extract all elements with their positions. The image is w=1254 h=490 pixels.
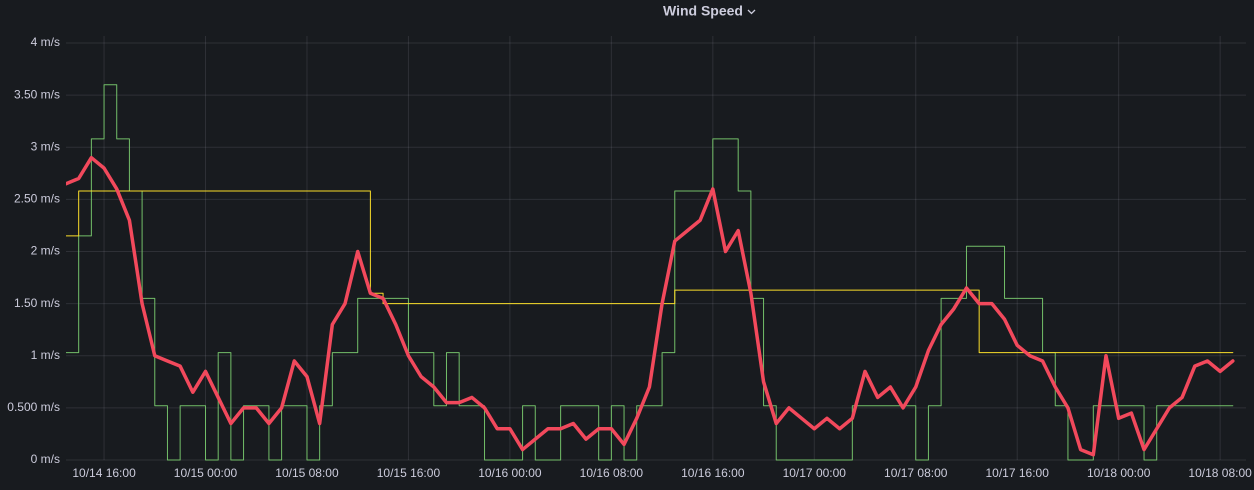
x-tick-label: 10/16 00:00	[478, 466, 542, 480]
y-tick-label: 3.50 m/s	[14, 87, 60, 101]
series-line	[66, 155, 1235, 457]
y-tick-label: 2.50 m/s	[14, 192, 60, 206]
x-tick-label: 10/15 08:00	[275, 466, 339, 480]
y-tick-label: 0.500 m/s	[7, 400, 60, 414]
x-tick-label: 10/18 00:00	[1087, 466, 1151, 480]
series-layer	[66, 84, 1235, 461]
y-tick-label: 4 m/s	[31, 35, 60, 49]
y-tick-label: 1.50 m/s	[14, 296, 60, 310]
x-tick-label: 10/14 16:00	[72, 466, 136, 480]
series-line	[66, 84, 1234, 461]
x-tick-label: 10/16 16:00	[681, 466, 745, 480]
title-menu-chevron[interactable]	[747, 9, 756, 15]
grid	[66, 36, 1246, 461]
axis-labels: 0 m/s 0.500 m/s 1 m/s 1.50 m/s 2 m/s 2.50 m/s…	[7, 35, 1252, 480]
x-tick-label: 10/17 08:00	[884, 466, 948, 480]
x-tick-label: 10/18 08:00	[1188, 466, 1252, 480]
series-line	[66, 190, 1234, 354]
y-tick-label: 3 m/s	[31, 139, 60, 153]
x-tick-label: 10/15 00:00	[174, 466, 238, 480]
x-tick-label: 10/17 16:00	[986, 466, 1050, 480]
x-tick-label: 10/17 00:00	[783, 466, 847, 480]
y-tick-label: 2 m/s	[31, 244, 60, 258]
y-tick-label: 0 m/s	[31, 452, 60, 466]
x-tick-label: 10/15 16:00	[377, 466, 441, 480]
x-tick-label: 10/16 08:00	[580, 466, 644, 480]
chart-title[interactable]: Wind Speed	[663, 3, 743, 19]
y-tick-label: 1 m/s	[31, 348, 60, 362]
